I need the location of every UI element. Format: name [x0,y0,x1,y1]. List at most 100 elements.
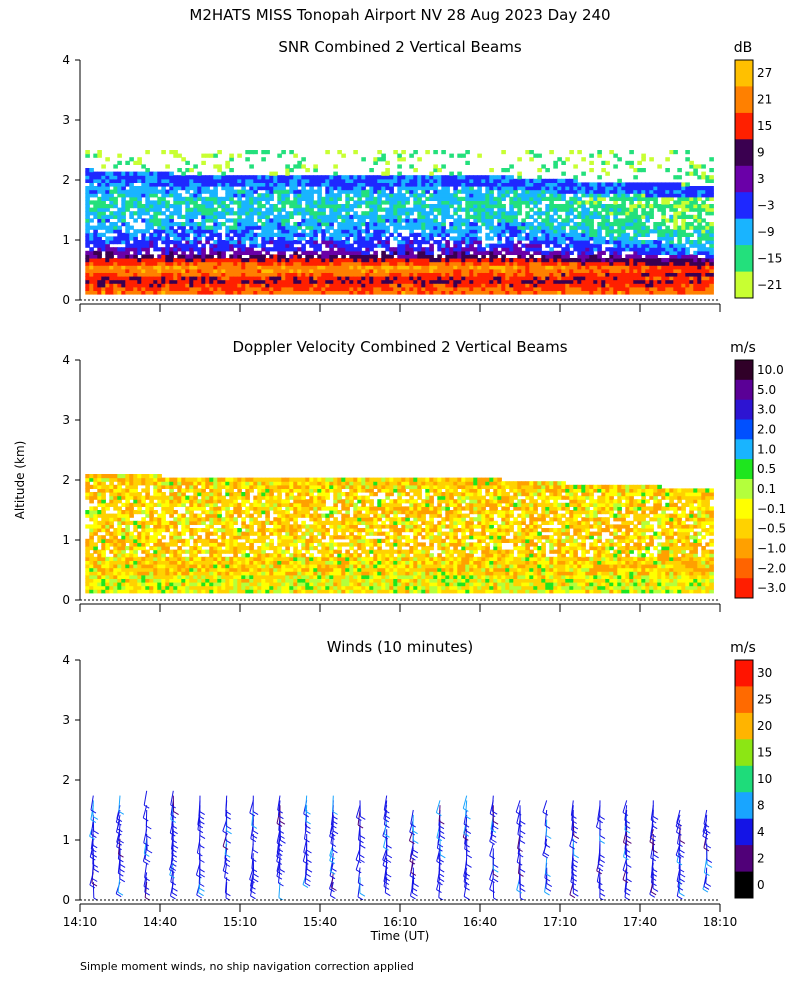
snr-cell [237,182,242,187]
snr-cell [153,261,158,266]
snr-cell [105,250,110,255]
snr-cell [537,276,542,281]
snr-cell [177,265,182,270]
snr-cell [309,189,314,194]
snr-cell [93,286,98,291]
snr-cell [553,268,558,273]
snr-cell [593,204,598,209]
snr-cell [297,290,302,295]
snr-cell [345,243,350,248]
snr-cell [121,254,126,259]
snr-cell [505,276,510,281]
snr-cell [345,265,350,270]
snr-cell [133,276,138,281]
snr-cell [229,236,234,241]
snr-cell [485,182,490,187]
snr-cell [393,196,398,201]
snr-cell [469,272,474,277]
doppler-cell [105,520,110,525]
snr-cell [317,229,322,234]
snr-cell [297,175,302,180]
snr-cell [661,193,666,198]
snr-cell [365,247,370,252]
snr-cell [285,286,290,291]
snr-cell [453,182,458,187]
snr-cell [193,272,198,277]
snr-cell [325,290,330,295]
snr-cell [485,272,490,277]
snr-cell [137,200,142,205]
snr-cell [209,279,214,284]
snr-cell [209,175,214,180]
snr-cell [501,168,506,173]
snr-cell [437,204,442,209]
snr-cell [629,214,634,219]
snr-cell [693,186,698,191]
doppler-cell [85,578,90,583]
snr-cell [681,222,686,227]
snr-cell [657,283,662,288]
snr-cell [233,283,238,288]
snr-cell [241,189,246,194]
snr-cell [505,189,510,194]
snr-cell [269,182,274,187]
snr-cell [681,276,686,281]
doppler-cell [109,517,114,522]
snr-cell [585,218,590,223]
snr-cell [693,272,698,277]
snr-cell [465,290,470,295]
snr-cell [493,229,498,234]
snr-cell [305,182,310,187]
snr-cell [505,211,510,216]
snr-cell [197,232,202,237]
colorbar-swatch [735,165,753,193]
snr-cell [565,236,570,241]
doppler-cell [121,560,126,565]
snr-cell [701,189,706,194]
doppler-cell [101,578,106,583]
snr-cell [585,240,590,245]
snr-cell [289,290,294,295]
snr-cell [633,225,638,230]
snr-cell [289,150,294,155]
snr-cell [549,276,554,281]
snr-cell [501,247,506,252]
snr-cell [621,186,626,191]
snr-cell [573,268,578,273]
snr-cell [489,283,494,288]
snr-cell [593,207,598,212]
doppler-cell [109,538,114,543]
snr-cell [549,258,554,263]
snr-cell [401,150,406,155]
snr-cell [249,189,254,194]
snr-cell [377,200,382,205]
snr-cell [617,283,622,288]
snr-cell [237,193,242,198]
snr-cell [161,186,166,191]
doppler-cell [113,528,118,533]
snr-cell [101,272,106,277]
snr-cell [265,286,270,291]
snr-cell [453,265,458,270]
snr-cell [369,268,374,273]
snr-cell [701,204,706,209]
snr-cell [481,214,486,219]
snr-cell [645,276,650,281]
snr-cell [453,175,458,180]
snr-cell [185,160,190,165]
snr-cell [589,286,594,291]
y-tick-label: 3 [62,113,70,127]
snr-cell [373,157,378,162]
snr-cell [257,200,262,205]
snr-cell [89,279,94,284]
snr-cell [393,283,398,288]
snr-cell [433,168,438,173]
snr-cell [117,265,122,270]
snr-cell [173,265,178,270]
snr-cell [441,258,446,263]
snr-cell [357,268,362,273]
doppler-cell [101,589,106,594]
snr-cell [113,182,118,187]
snr-cell [381,232,386,237]
snr-cell [705,250,710,255]
